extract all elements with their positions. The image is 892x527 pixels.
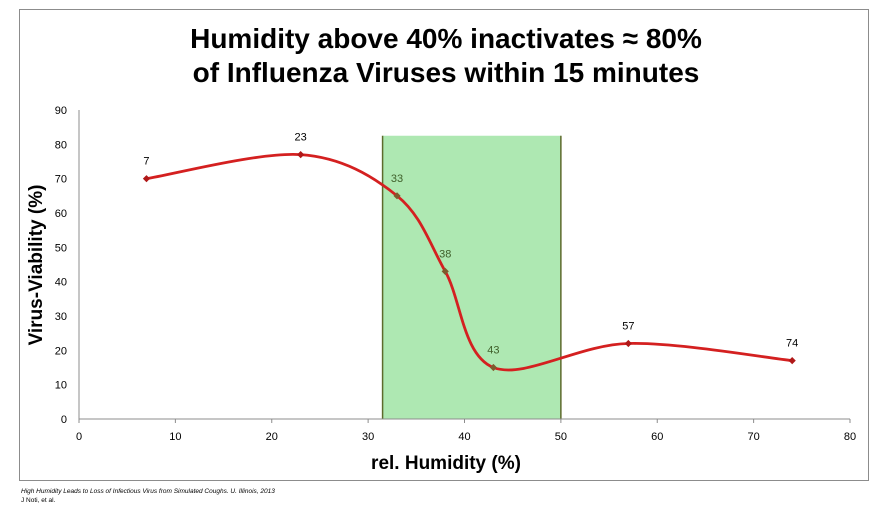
humidity-band-layer [381,135,562,419]
y-tick-label: 50 [55,242,67,254]
axes [78,110,851,423]
y-tick-label: 30 [55,311,67,323]
chart-title-line-2: of Influenza Viruses within 15 minutes [192,57,700,88]
y-axis-label: Virus-Viability (%) [26,184,47,346]
y-tick-label: 0 [61,414,67,426]
data-label: 7 [143,156,149,168]
data-label: 23 [295,132,307,144]
x-tick-label: 30 [362,431,374,443]
humidity-band [382,135,561,419]
y-tick-label: 90 [55,105,67,117]
y-tick-label: 40 [55,277,67,289]
x-tick-label: 80 [844,431,856,443]
x-tick-label: 0 [76,431,82,443]
data-label: 33 [391,173,403,185]
y-tick-label: 20 [55,345,67,357]
y-tick-label: 60 [55,208,67,220]
chart-title-line-1: Humidity above 40% inactivates ≈ 80% [190,23,702,54]
data-label: 43 [487,345,499,357]
footnote-authors: J Noti, et al. [21,497,56,504]
y-tick-label: 70 [55,174,67,186]
x-axis-label: rel. Humidity (%) [371,453,521,474]
data-point-marker [297,151,305,159]
data-point-marker [788,357,796,365]
chart-title: Humidity above 40% inactivates ≈ 80% of … [0,22,892,90]
data-point-marker [489,363,498,372]
tick-labels: 0 10 20 30 40 50 60 70 80 90 0 10 20 30 40 50 60 70 80 [55,105,856,443]
data-point-marker [393,192,401,200]
x-tick-label: 40 [458,431,470,443]
footnote-citation: High Humidity Leads to Loss of Infectiou… [21,488,275,495]
x-tick-label: 20 [266,431,278,443]
data-labels: 7 23 33 38 43 57 74 [143,132,798,357]
data-label: 38 [439,248,451,260]
x-tick-label: 10 [169,431,181,443]
x-tick-label: 70 [748,431,760,443]
x-tick-label: 50 [555,431,567,443]
y-tick-label: 80 [55,139,67,151]
data-point-marker [624,339,632,348]
footnote: High Humidity Leads to Loss of Infectiou… [21,487,275,505]
data-point-marker [441,267,449,275]
x-tick-label: 60 [651,431,663,443]
data-points [142,151,796,372]
y-tick-label: 10 [55,380,67,392]
data-point-marker [142,175,151,183]
data-label: 74 [786,338,798,350]
data-label: 57 [622,320,634,332]
